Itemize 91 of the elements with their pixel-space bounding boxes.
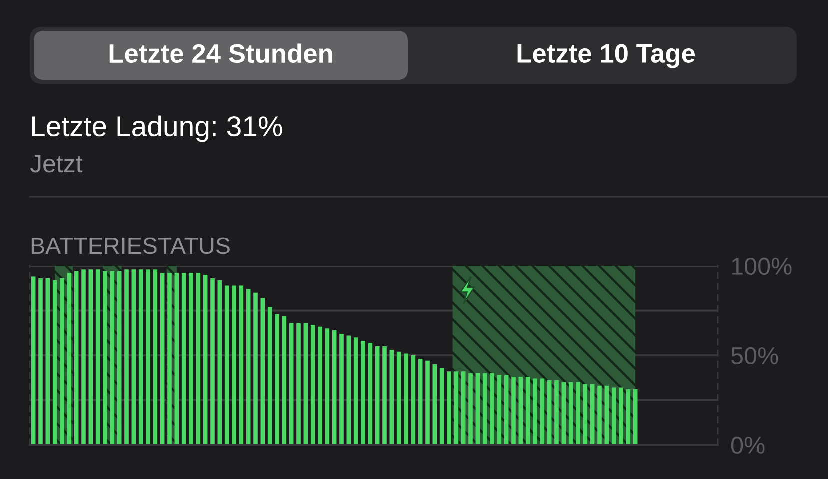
bar <box>354 338 358 445</box>
bar <box>562 382 566 445</box>
bar <box>132 270 136 445</box>
bar <box>246 289 251 445</box>
bar <box>476 373 480 445</box>
bar <box>332 330 337 445</box>
bar <box>60 278 64 445</box>
bar <box>310 325 316 445</box>
bar <box>38 278 43 445</box>
bar <box>340 334 344 445</box>
bar <box>396 352 402 445</box>
bar <box>554 380 559 445</box>
bar <box>318 326 322 445</box>
bar <box>468 373 473 445</box>
bar <box>254 292 258 445</box>
bar <box>52 280 58 445</box>
bar <box>612 388 616 445</box>
bar <box>604 386 610 445</box>
bar <box>124 270 129 445</box>
bar <box>454 372 459 445</box>
bar <box>218 280 222 445</box>
bar <box>203 274 208 445</box>
bar <box>138 270 144 445</box>
bar <box>426 360 430 445</box>
bar <box>88 270 94 445</box>
bar <box>103 271 108 445</box>
bar <box>110 271 115 445</box>
bar <box>382 346 387 445</box>
bar <box>576 382 580 445</box>
bar <box>153 270 158 445</box>
bar <box>325 328 330 445</box>
bar <box>96 270 100 445</box>
bar <box>117 271 122 445</box>
bar <box>182 273 186 445</box>
bar <box>626 390 631 445</box>
bar <box>260 298 266 445</box>
bar <box>239 286 244 445</box>
bar <box>440 368 444 445</box>
text: Letzte 24 Stunden <box>110 44 332 64</box>
bar <box>304 323 308 445</box>
bar <box>74 271 79 445</box>
y-tick-label: 0% <box>731 436 765 454</box>
bar <box>346 336 352 445</box>
bar <box>540 378 545 445</box>
bar <box>547 380 552 445</box>
bar <box>512 376 516 445</box>
bar <box>224 286 230 445</box>
bar <box>497 375 502 445</box>
text: Letzte 10 Tage <box>518 44 696 68</box>
bar <box>432 364 438 445</box>
bar <box>289 323 294 445</box>
bar <box>146 270 150 445</box>
bar <box>583 384 588 445</box>
bar <box>390 350 394 445</box>
bar <box>447 372 452 445</box>
chart-title: BATTERIESTATUS <box>32 238 230 254</box>
bar <box>461 372 466 445</box>
bar <box>590 384 595 445</box>
bar <box>404 354 408 445</box>
bar <box>411 356 416 445</box>
bar <box>210 278 215 445</box>
bar <box>482 373 488 445</box>
bar <box>533 378 538 445</box>
text: Letzte Ladung: 31% <box>32 116 282 142</box>
bar <box>296 323 301 445</box>
bar <box>368 342 373 445</box>
y-tick-label: 100% <box>732 258 792 276</box>
bar <box>189 273 194 445</box>
bar <box>196 273 201 445</box>
y-tick-label: 50% <box>731 347 778 365</box>
bar <box>31 276 36 445</box>
bar <box>232 286 236 445</box>
bar <box>67 273 72 445</box>
bar <box>490 373 494 445</box>
bar <box>619 388 624 445</box>
bar <box>46 278 50 445</box>
bar <box>568 382 574 445</box>
bar <box>361 341 366 445</box>
bar <box>418 359 423 445</box>
bar <box>282 316 287 445</box>
bar <box>375 346 380 445</box>
bar <box>518 376 524 445</box>
bar <box>160 273 165 445</box>
bar <box>598 386 602 445</box>
bar <box>633 390 638 445</box>
bar <box>82 270 86 445</box>
bar <box>268 307 272 445</box>
bar <box>504 375 509 445</box>
bar <box>526 376 530 445</box>
text: Jetzt <box>30 155 83 173</box>
bar <box>275 314 280 445</box>
